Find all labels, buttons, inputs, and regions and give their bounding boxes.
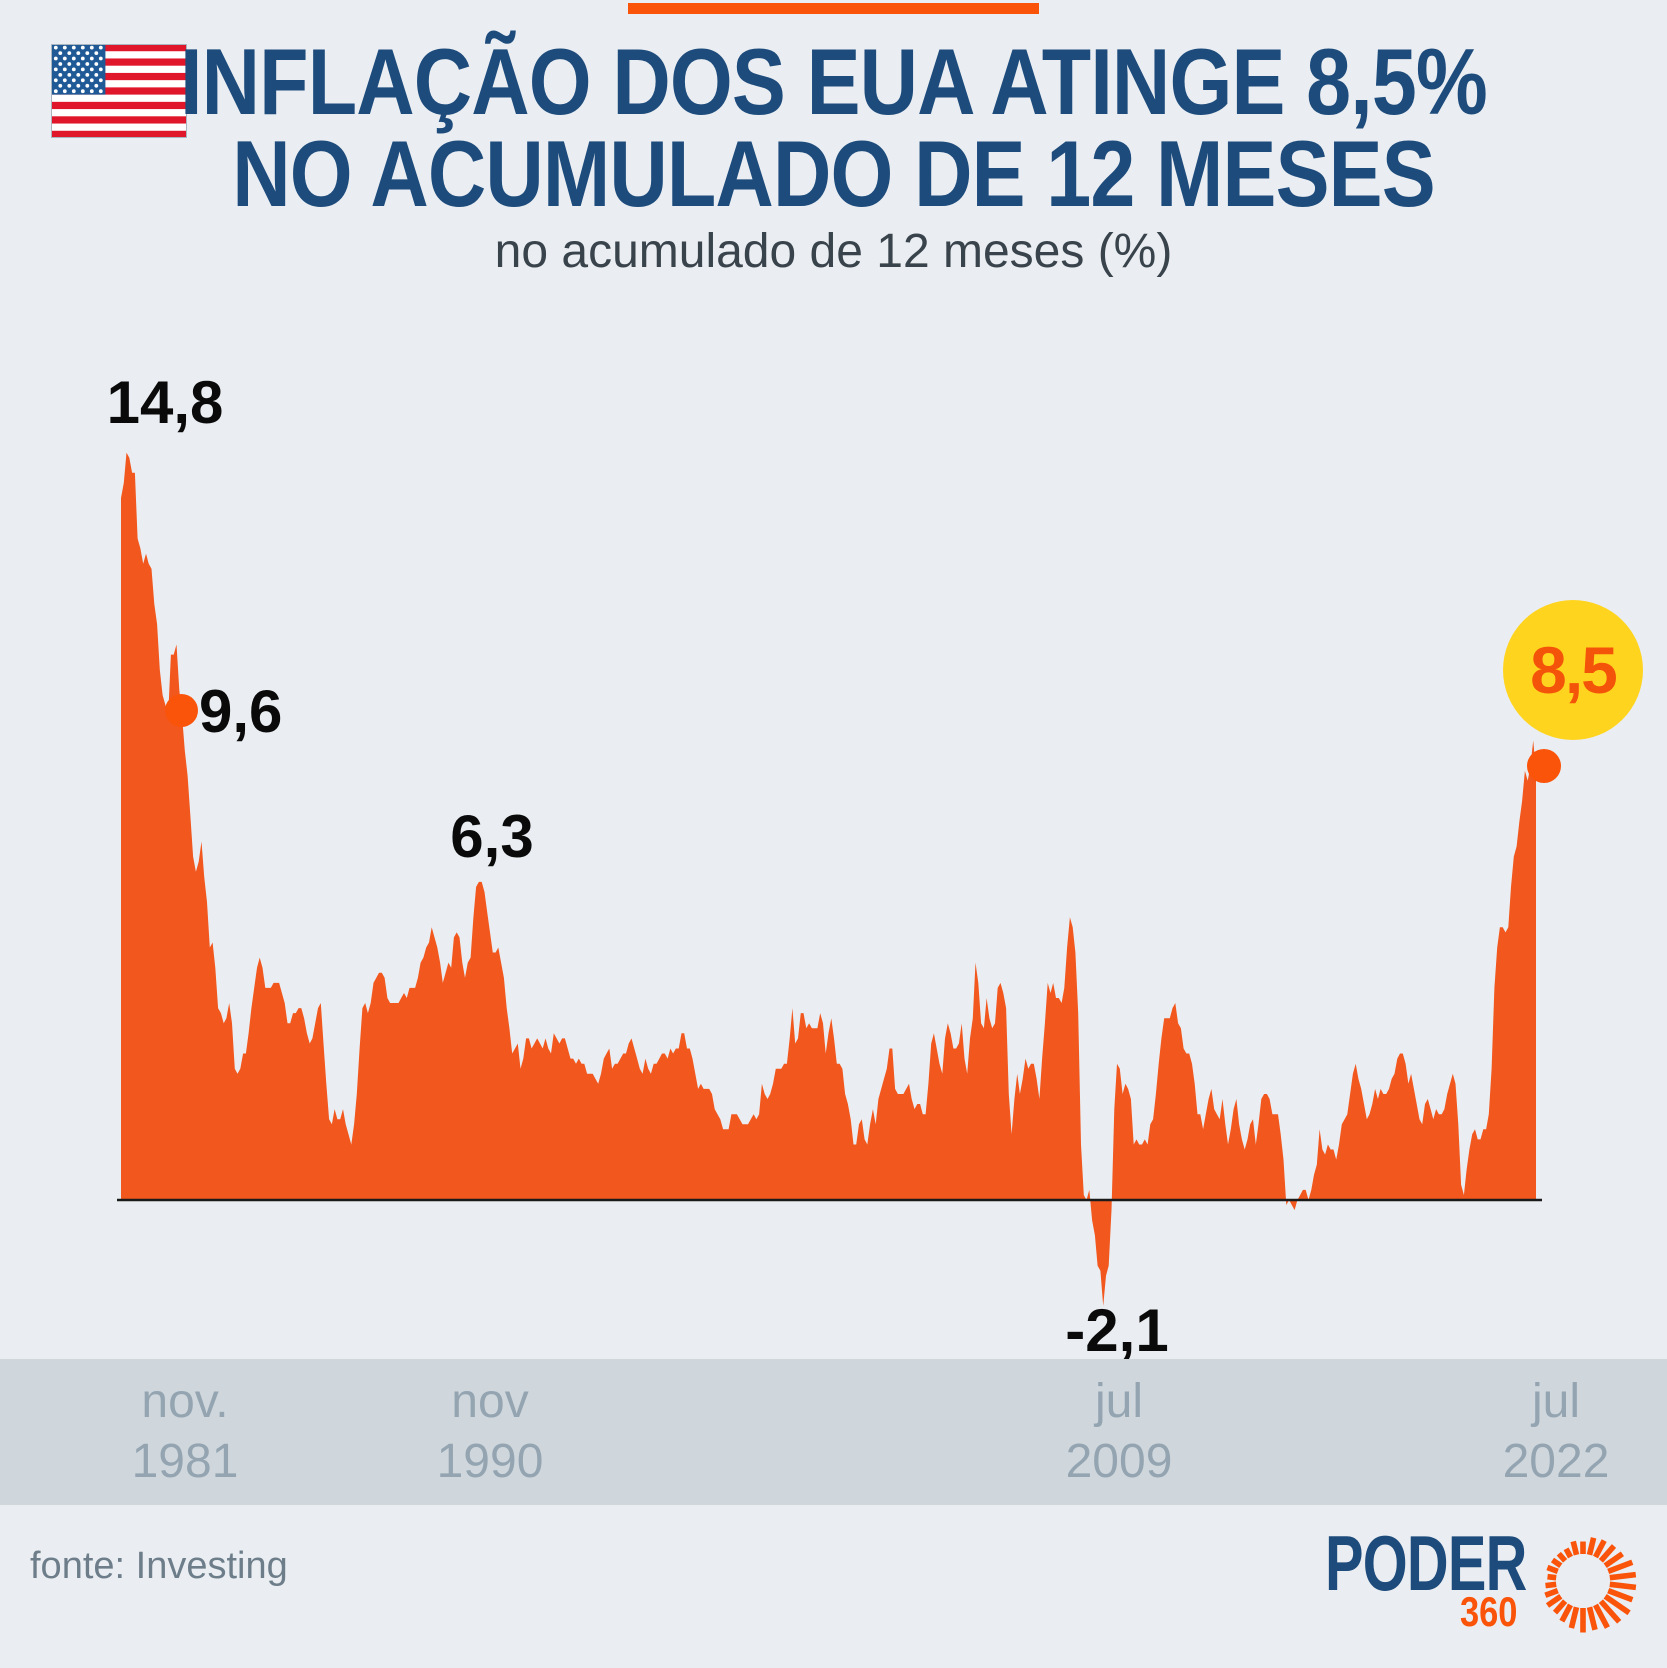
x-tick-year: 1981 [131,1435,239,1488]
x-tick-jul-2009: jul 2009 [1009,1372,1229,1492]
marker-dot-nov-1981 [165,694,198,727]
annotation-nov-1981: 9,6 [199,678,283,745]
x-tick-month: nov [451,1375,529,1428]
x-axis-band [0,1359,1667,1505]
annotation-nov-1990: 6,3 [450,803,534,870]
top-accent-bar [628,3,1039,14]
x-tick-month: nov. [141,1375,229,1428]
chart-subtitle: no acumulado de 12 meses (%) [494,225,1173,278]
x-tick-year: 2022 [1502,1435,1610,1488]
current-value-badge: 8,5 [1503,600,1643,740]
x-tick-year: 2009 [1065,1435,1173,1488]
x-tick-nov-1981: nov. 1981 [75,1372,295,1492]
annotation-peak-1980: 14,8 [106,369,224,436]
marker-dot-jul-2022 [1527,749,1561,783]
x-tick-nov-1990: nov 1990 [380,1372,600,1492]
poder360-logo-word: PODER [1325,1519,1527,1607]
source-credit: fonte: Investing [30,1545,288,1587]
us-flag-icon [51,44,187,138]
poder360-logo-number: 360 [1460,1588,1518,1635]
page-title-line2: NO ACUMULADO DE 12 MESES [232,121,1435,226]
x-tick-month: jul [1531,1375,1581,1428]
x-tick-jul-2022: jul 2022 [1446,1372,1666,1492]
annotation-jul-2009: -2,1 [1065,1297,1169,1364]
page-title-line1: INFLAÇÃO DOS EUA ATINGE 8,5% [180,29,1488,134]
x-tick-year: 1990 [436,1435,544,1488]
current-value-label: 8,5 [1530,633,1618,707]
x-tick-month: jul [1094,1375,1144,1428]
poder360-starburst-icon [1544,1537,1637,1633]
